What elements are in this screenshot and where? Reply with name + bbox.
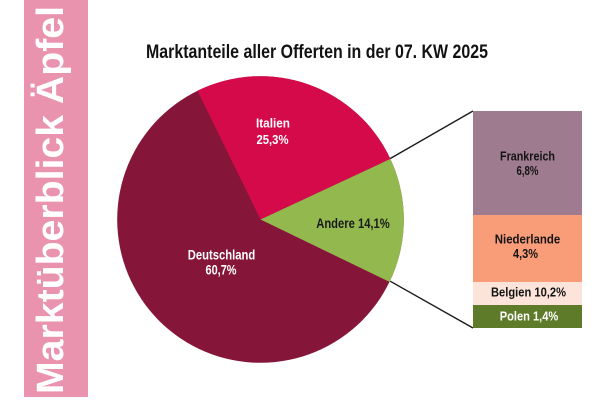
svg-text:Marktanteile aller Offerten in: Marktanteile aller Offerten in der 07. K… bbox=[146, 42, 488, 63]
svg-text:Italien: Italien bbox=[256, 116, 290, 131]
svg-text:Polen 1,4%: Polen 1,4% bbox=[500, 309, 559, 324]
svg-text:Marktüberblick Äpfel: Marktüberblick Äpfel bbox=[29, 6, 72, 394]
svg-text:6,8%: 6,8% bbox=[517, 163, 539, 178]
svg-text:60,7%: 60,7% bbox=[206, 263, 237, 278]
svg-text:Niederlande: Niederlande bbox=[495, 232, 561, 247]
svg-text:Andere 14,1%: Andere 14,1% bbox=[316, 215, 390, 231]
svg-text:4,3%: 4,3% bbox=[513, 246, 538, 261]
svg-text:Deutschland: Deutschland bbox=[188, 248, 256, 263]
svg-text:Belgien 10,2%: Belgien 10,2% bbox=[491, 285, 566, 300]
svg-text:25,3%: 25,3% bbox=[257, 132, 289, 147]
svg-text:Frankreich: Frankreich bbox=[500, 149, 555, 164]
